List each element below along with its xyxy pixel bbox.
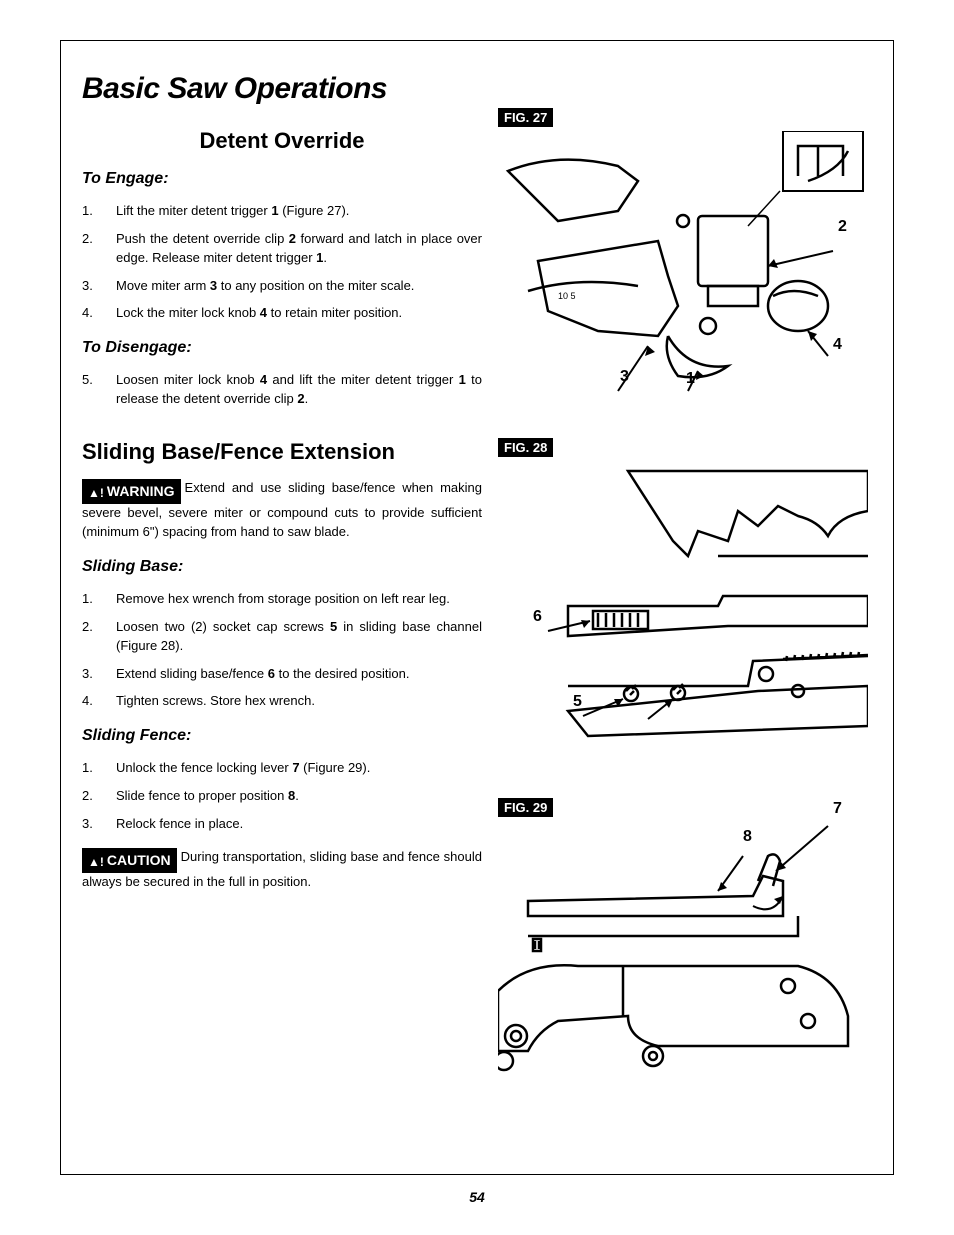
warning-icon: ▲! <box>88 485 104 502</box>
fig27-callout-1: 1 <box>686 370 695 388</box>
fig27-callout-3: 3 <box>620 368 629 386</box>
engage-list: Lift the miter detent trigger 1 (Figure … <box>82 202 482 323</box>
engage-step: Move miter arm 3 to any position on the … <box>82 277 482 296</box>
fence-step: Unlock the fence locking lever 7 (Figure… <box>82 759 482 778</box>
page-number: 54 <box>0 1189 954 1205</box>
fence-list: Unlock the fence locking lever 7 (Figure… <box>82 759 482 834</box>
left-column: Basic Saw Operations Detent Override To … <box>82 72 482 902</box>
warning-block: ▲!WARNINGExtend and use sliding base/fen… <box>82 479 482 542</box>
engage-step: Lift the miter detent trigger 1 (Figure … <box>82 202 482 221</box>
disengage-heading: To Disengage: <box>82 339 482 357</box>
figure-29: FIG. 29 <box>498 798 868 1078</box>
figures-column: FIG. 27 10 5 <box>498 108 868 1118</box>
engage-step: Push the detent override clip 2 forward … <box>82 230 482 268</box>
fig27-label: FIG. 27 <box>498 108 553 127</box>
caution-badge: ▲!CAUTION <box>82 848 177 873</box>
disengage-list: Loosen miter lock knob 4 and lift the mi… <box>82 371 482 409</box>
fig28-callout-5: 5 <box>573 693 582 711</box>
base-step: Extend sliding base/fence 6 to the desir… <box>82 665 482 684</box>
fig28-label: FIG. 28 <box>498 438 553 457</box>
fig27-diagram: 10 5 <box>498 131 868 411</box>
base-step: Loosen two (2) socket cap screws 5 in sl… <box>82 618 482 656</box>
figure-27: FIG. 27 10 5 <box>498 108 868 398</box>
caution-icon: ▲! <box>88 854 104 871</box>
engage-step: Lock the miter lock knob 4 to retain mit… <box>82 304 482 323</box>
warning-badge: ▲!WARNING <box>82 479 181 504</box>
base-list: Remove hex wrench from storage position … <box>82 590 482 711</box>
base-step: Remove hex wrench from storage position … <box>82 590 482 609</box>
base-step: Tighten screws. Store hex wrench. <box>82 692 482 711</box>
fig29-callout-7: 7 <box>833 800 842 818</box>
fig29-diagram <box>498 821 868 1081</box>
fence-step: Slide fence to proper position 8. <box>82 787 482 806</box>
base-heading: Sliding Base: <box>82 558 482 576</box>
fig29-label: FIG. 29 <box>498 798 553 817</box>
svg-text:10 5: 10 5 <box>558 291 576 301</box>
fig27-callout-4: 4 <box>833 336 842 354</box>
figure-28: FIG. 28 <box>498 438 868 758</box>
fig28-diagram <box>498 461 868 761</box>
sliding-section: Sliding Base/Fence Extension ▲!WARNINGEx… <box>82 439 482 892</box>
fence-step: Relock fence in place. <box>82 815 482 834</box>
fence-heading: Sliding Fence: <box>82 727 482 745</box>
caution-block: ▲!CAUTIONDuring transportation, sliding … <box>82 848 482 892</box>
main-title: Basic Saw Operations <box>82 72 482 106</box>
fig28-callout-6: 6 <box>533 608 542 626</box>
fig27-callout-2: 2 <box>838 218 847 236</box>
engage-heading: To Engage: <box>82 170 482 188</box>
fig29-callout-8: 8 <box>743 828 752 846</box>
disengage-step: Loosen miter lock knob 4 and lift the mi… <box>82 371 482 409</box>
detent-title: Detent Override <box>82 128 482 154</box>
sliding-title: Sliding Base/Fence Extension <box>82 439 482 465</box>
